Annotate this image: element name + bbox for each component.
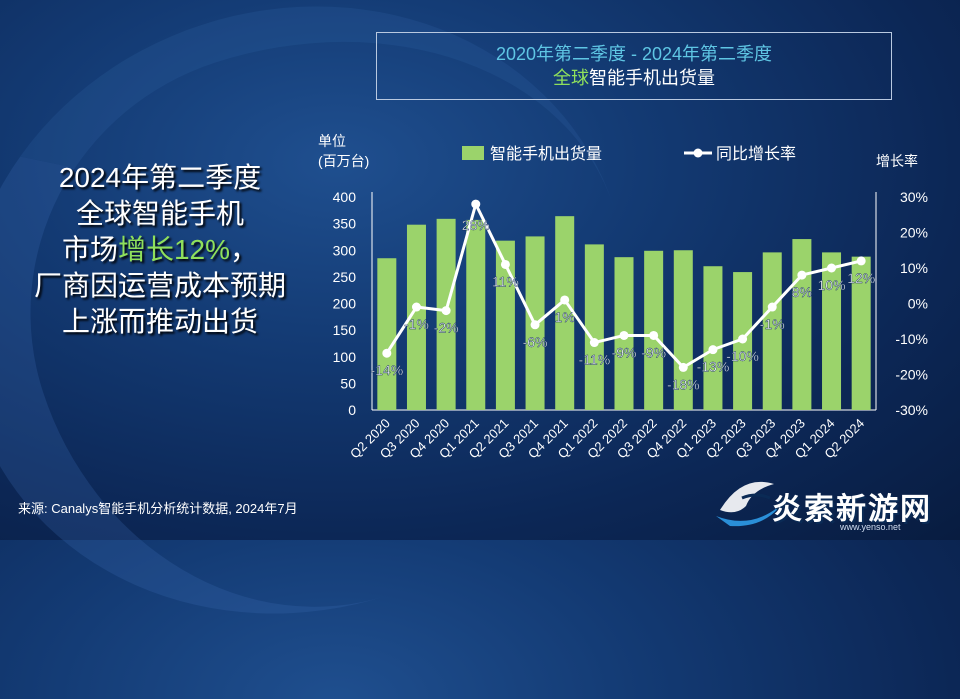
- bar: [406, 224, 426, 410]
- headline-line4: 厂商因运营成本预期: [33, 270, 286, 301]
- growth-point: [441, 306, 451, 316]
- shipment-chart: 单位 (百万台) 增长率 0 50 100 150 200 250 300 350 400 -30% -2…: [318, 133, 928, 418]
- growth-data-label: 1%: [555, 309, 575, 325]
- growth-data-label: -13%: [697, 359, 730, 375]
- bar: [377, 258, 397, 410]
- growth-data-label: 11%: [492, 273, 519, 289]
- chart-title-box: 2020年第二季度 - 2024年第二季度 全球智能手机出货量: [376, 32, 892, 100]
- y-tick-label: 250: [333, 269, 357, 285]
- headline-line5: 上涨而推动出货: [61, 306, 258, 337]
- y2-axis-label: 增长率: [876, 153, 918, 169]
- headline-line2: 全球智能手机: [75, 198, 244, 229]
- y-tick-label: 350: [333, 216, 357, 232]
- headline-highlight: 增长12%: [117, 234, 231, 265]
- y-tick-label: 200: [333, 296, 357, 312]
- chart-title-rest: 智能手机出货量: [589, 68, 715, 88]
- bar: [466, 219, 486, 410]
- growth-data-label: 28%: [462, 217, 490, 233]
- growth-point: [856, 256, 866, 266]
- growth-data-label: -18%: [667, 376, 700, 392]
- y-tick-label: 50: [340, 375, 356, 391]
- bar: [584, 244, 604, 410]
- headline-line1: 2024年第二季度: [58, 162, 262, 193]
- growth-data-label: -14%: [370, 362, 403, 378]
- bar: [495, 240, 515, 410]
- y-tick-label: 150: [333, 322, 357, 338]
- growth-point: [411, 302, 421, 312]
- growth-data-label: -1%: [404, 316, 429, 332]
- growth-point: [678, 362, 688, 372]
- growth-data-label: 10%: [818, 277, 846, 293]
- growth-point: [619, 330, 629, 340]
- bar: [644, 250, 664, 410]
- growth-data-label: -2%: [434, 320, 459, 336]
- y2-tick-label: 30%: [900, 189, 928, 205]
- growth-point: [382, 348, 392, 358]
- bar: [792, 239, 812, 410]
- growth-point: [589, 338, 599, 348]
- chart-title-line2: 全球智能手机出货量: [377, 66, 891, 90]
- growth-data-label: -11%: [579, 352, 611, 368]
- legend-bar-swatch: [462, 146, 484, 160]
- legend-line-marker: [693, 148, 703, 158]
- legend-bar-label: 智能手机出货量: [490, 145, 602, 163]
- y2-tick-label: -10%: [895, 331, 928, 347]
- headline-line3-pre: 市场: [61, 234, 118, 265]
- y-tick-label: 300: [333, 242, 357, 258]
- y2-tick-label: 0%: [908, 296, 928, 312]
- growth-data-label: -1%: [760, 316, 785, 332]
- bar: [762, 252, 782, 410]
- chart-title-green: 全球: [553, 68, 589, 88]
- headline-line3-post: ，: [230, 234, 259, 265]
- growth-point: [560, 295, 570, 305]
- growth-point: [500, 259, 510, 269]
- y2-tick-label: 20%: [900, 225, 928, 241]
- growth-data-label: 12%: [847, 270, 875, 286]
- growth-point: [827, 263, 837, 273]
- growth-data-label: -10%: [726, 348, 759, 364]
- bar: [555, 216, 575, 410]
- y-tick-label: 400: [333, 189, 357, 205]
- y2-tick-label: 10%: [900, 260, 928, 276]
- growth-point: [767, 302, 777, 312]
- growth-point: [471, 199, 481, 209]
- growth-point: [708, 345, 718, 355]
- growth-point: [649, 330, 659, 340]
- y2-tick-label: -30%: [895, 402, 928, 418]
- y-axis-label: 单位: [318, 133, 346, 149]
- source-note: 来源: Canalys智能手机分析统计数据, 2024年7月: [18, 501, 298, 516]
- bar: [703, 266, 723, 410]
- y2-tick-label: -20%: [895, 367, 928, 383]
- bar: [673, 250, 693, 410]
- bar: [851, 256, 871, 410]
- growth-point: [530, 320, 540, 330]
- growth-data-label: -9%: [641, 344, 666, 360]
- logo-url: www.yenso.net: [840, 522, 901, 532]
- growth-point: [797, 270, 807, 280]
- legend-line-label: 同比增长率: [716, 145, 796, 163]
- growth-data-label: -9%: [612, 344, 637, 360]
- headline: 2024年第二季度 全球智能手机 市场增长12%， 厂商因运营成本预期 上涨而推…: [10, 160, 310, 340]
- y-tick-label: 0: [348, 402, 356, 418]
- headline-line3: 市场增长12%，: [10, 232, 310, 268]
- logo-icon: [716, 481, 782, 527]
- y-tick-label: 100: [333, 349, 357, 365]
- growth-data-label: -6%: [523, 334, 548, 350]
- bar: [822, 252, 842, 410]
- chart-title-line1: 2020年第二季度 - 2024年第二季度: [495, 44, 773, 64]
- growth-data-label: 8%: [792, 284, 812, 300]
- growth-point: [738, 334, 748, 344]
- y-axis-unit: (百万台): [318, 153, 369, 169]
- logo-text: 炎索新游网: [772, 493, 932, 526]
